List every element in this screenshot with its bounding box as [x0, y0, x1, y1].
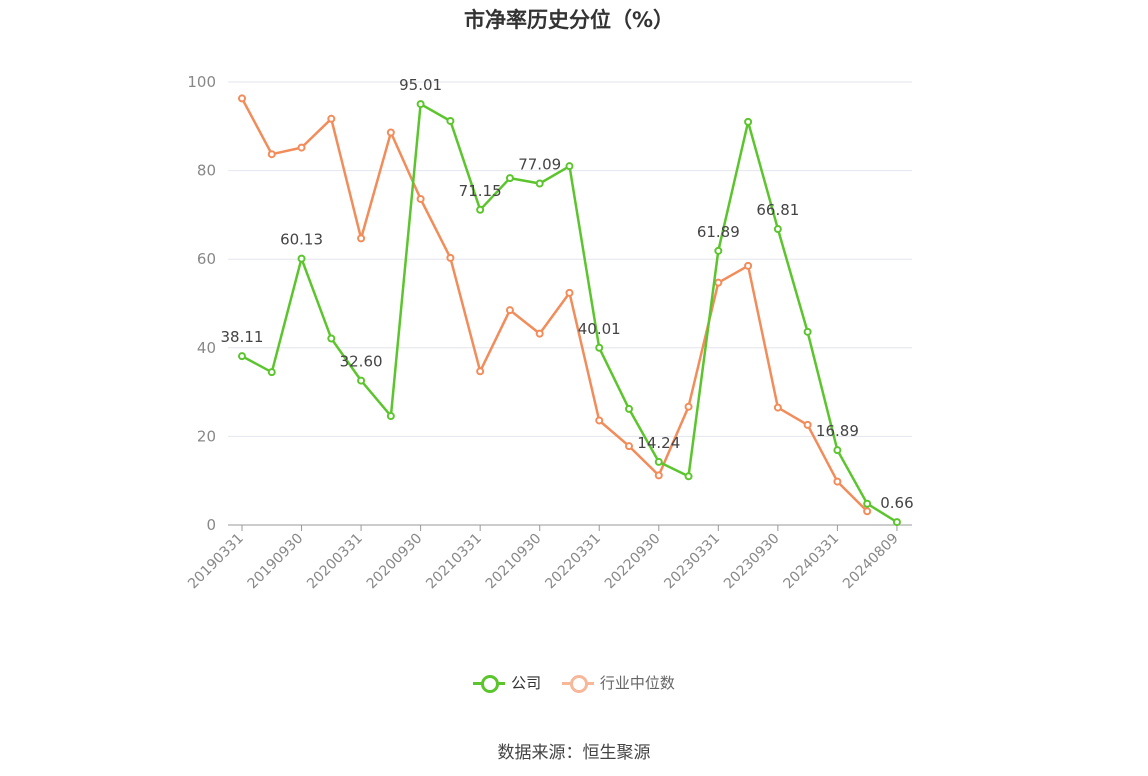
data-label-company-18: 66.81: [756, 201, 799, 219]
data-point-company-13: [625, 404, 634, 413]
line-chart: 0 20 40 60 80 100 2019033120190930202003312020…: [185, 73, 914, 592]
data-point-industry-median-10: [535, 329, 544, 338]
data-label-company-16: 61.89: [697, 223, 740, 241]
data-point-company-5: [386, 412, 395, 421]
legend-label-company: 公司: [511, 674, 542, 692]
y-tick-label-1: 20: [197, 427, 216, 445]
data-point-company-1: [267, 368, 276, 377]
data-point-company-10: [535, 179, 544, 188]
legend-marker-company-icon: [473, 674, 506, 693]
y-tick-label-4: 80: [197, 162, 216, 180]
axis-layer: 0 20 40 60 80 100 2019033120190930202003312020…: [185, 73, 912, 592]
legend: 公司 行业中位数: [0, 672, 1148, 695]
legend-marker-industry-median-icon: [561, 674, 594, 693]
data-point-company-6: [416, 100, 425, 109]
data-label-company-6: 95.01: [399, 76, 442, 94]
data-point-industry-median-19: [803, 420, 812, 429]
data-label-company-20: 16.89: [816, 422, 859, 440]
x-tick-label-3: 20200930: [364, 531, 426, 593]
data-label-company-0: 38.11: [221, 328, 264, 346]
y-tick-label-3: 60: [197, 250, 216, 268]
y-tick-label-0: 0: [206, 516, 216, 534]
x-tick-label-1: 20190930: [245, 531, 307, 593]
series-line-industry-median: [240, 97, 869, 513]
grid-layer: [228, 81, 912, 437]
data-point-company-17: [744, 117, 753, 126]
data-point-company-18: [773, 225, 782, 234]
data-point-industry-median-14: [654, 471, 663, 480]
x-tick-label-10: 20240331: [781, 531, 843, 593]
data-point-industry-median-15: [684, 402, 693, 411]
data-label-company-4: 32.60: [340, 353, 383, 371]
x-tick-label-11: 20240809: [840, 531, 902, 593]
legend-label-industry-median: 行业中位数: [599, 674, 675, 692]
chart-title: 市净率历史分位（%）: [463, 8, 675, 32]
data-point-company-4: [357, 376, 366, 385]
legend-item-company[interactable]: 公司: [473, 672, 541, 693]
series-layer: [238, 94, 901, 527]
data-label-company-10: 77.09: [518, 155, 561, 173]
data-point-industry-median-5: [386, 128, 395, 137]
x-tick-label-9: 20230930: [721, 531, 783, 593]
source-note: 数据来源：恒生聚源: [497, 743, 651, 763]
data-point-company-12: [595, 343, 604, 352]
data-point-company-8: [476, 205, 485, 214]
data-point-company-22: [892, 518, 901, 527]
data-point-industry-median-18: [773, 403, 782, 412]
data-point-industry-median-11: [565, 288, 574, 297]
x-tick-label-5: 20210930: [483, 531, 545, 593]
data-point-industry-median-12: [595, 416, 604, 425]
x-tick-label-0: 20190331: [185, 531, 247, 593]
data-point-company-3: [327, 334, 336, 343]
x-tick-label-8: 20230331: [661, 531, 723, 593]
x-tick-label-2: 20200331: [304, 531, 366, 593]
data-point-industry-median-4: [357, 234, 366, 243]
legend-item-industry-median[interactable]: 行业中位数: [561, 672, 675, 693]
data-point-company-14: [654, 457, 663, 466]
x-tick-label-7: 20220930: [602, 531, 664, 593]
data-point-industry-median-0: [238, 94, 246, 103]
data-point-company-0: [238, 352, 246, 361]
data-point-company-11: [565, 162, 574, 171]
data-point-industry-median-3: [327, 114, 336, 123]
data-point-company-16: [714, 246, 723, 255]
y-tick-label-5: 100: [187, 73, 216, 91]
data-label-company-14: 14.24: [637, 434, 680, 452]
data-point-industry-median-2: [297, 143, 306, 152]
data-label-company-12: 40.01: [578, 320, 621, 338]
data-point-industry-median-7: [446, 253, 455, 262]
data-point-company-19: [803, 327, 812, 336]
label-layer: 38.11 60.13 32.60 95.01 71.15 77.09 40.01 14.24…: [221, 76, 914, 512]
data-point-company-7: [446, 116, 455, 125]
data-point-company-15: [684, 472, 693, 481]
data-point-industry-median-1: [267, 150, 276, 159]
data-point-industry-median-16: [714, 278, 723, 287]
data-point-industry-median-8: [476, 367, 485, 376]
data-point-industry-median-13: [625, 442, 634, 451]
x-tick-label-4: 20210331: [423, 531, 485, 593]
data-label-company-2: 60.13: [280, 231, 323, 249]
x-tick-label-6: 20220331: [542, 531, 604, 593]
data-point-industry-median-21: [863, 507, 872, 516]
data-point-company-9: [505, 174, 514, 183]
data-label-company-8: 71.15: [459, 182, 502, 200]
data-point-company-21: [863, 499, 872, 508]
data-point-industry-median-17: [744, 261, 753, 270]
data-point-industry-median-20: [833, 477, 842, 486]
data-point-company-20: [833, 446, 842, 455]
data-label-company-22: 0.66: [880, 494, 913, 512]
data-point-industry-median-6: [416, 194, 425, 203]
y-tick-label-2: 40: [197, 339, 216, 357]
data-point-industry-median-9: [505, 306, 514, 315]
data-point-company-2: [297, 254, 306, 263]
